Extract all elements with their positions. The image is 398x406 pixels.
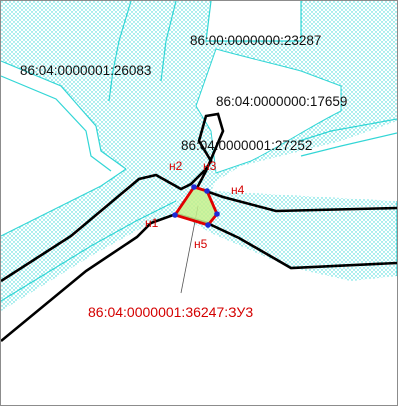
point-n2 — [191, 184, 197, 190]
point-label-n3: н3 — [203, 159, 217, 173]
survey-points — [172, 184, 220, 228]
point-n3 — [204, 188, 210, 194]
label-parcel-27252: 86:04:0000001:27252 — [181, 138, 313, 153]
point-label-n5: н5 — [194, 237, 208, 251]
label-parcel-23287: 86:00:0000000:23287 — [190, 33, 322, 48]
label-parcel-26083: 86:04:0000001:26083 — [20, 63, 152, 78]
point-label-n1: н1 — [145, 216, 159, 230]
label-parcel-17659: 86:04:0000000:17659 — [216, 94, 348, 109]
point-label-n2: н2 — [169, 159, 183, 173]
point-n5 — [205, 222, 211, 228]
point-n1 — [172, 212, 178, 218]
white-island — [195, 48, 342, 174]
target-parcel-polygon — [172, 185, 219, 227]
point-n4 — [214, 211, 220, 217]
label-target-parcel: 86:04:0000001:36247:ЗУ3 — [88, 304, 254, 320]
road-edges — [1, 1, 397, 302]
point-label-n4: н4 — [231, 183, 245, 197]
